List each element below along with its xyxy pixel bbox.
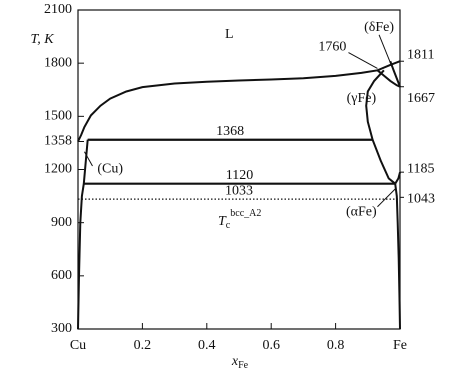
y-axis-label: T, K — [30, 32, 54, 47]
annotation: 1760 — [318, 39, 346, 54]
tc-label: Tcbcc_A2 — [218, 208, 261, 231]
phase-boundary — [394, 183, 401, 330]
x-tick-label: 0.6 — [262, 338, 280, 353]
annotation: (γFe) — [347, 91, 377, 106]
y-tick-label: 1500 — [44, 109, 72, 124]
tc-main: T — [218, 214, 227, 229]
pointer — [377, 188, 396, 208]
y-tick-label: 600 — [51, 268, 72, 283]
phase-boundary — [77, 60, 401, 142]
x-tick-label: Fe — [393, 338, 407, 353]
annotation: (Cu) — [97, 162, 123, 177]
tc-sup: bcc_A2 — [230, 208, 261, 219]
isotherm-label: 1120 — [226, 168, 253, 183]
phase-boundary — [394, 171, 401, 185]
x-tick-label: 0.2 — [134, 338, 152, 353]
y-tick-label: 2100 — [44, 2, 72, 17]
right-label: 1043 — [407, 192, 435, 207]
tc-sub: c — [226, 220, 231, 231]
pointer — [348, 52, 378, 69]
phase-boundary — [365, 69, 396, 185]
isotherm-label: 1368 — [216, 124, 244, 139]
right-label: 1185 — [407, 161, 434, 176]
x-axis-label: xFe — [231, 354, 249, 371]
annotation: (δFe) — [364, 20, 394, 35]
x-axis-label-sub: Fe — [238, 360, 249, 371]
isotherm-label: 1033 — [225, 183, 253, 198]
right-label: 1667 — [407, 91, 435, 106]
x-tick-label: 0.4 — [198, 338, 216, 353]
annotation: L — [225, 27, 234, 42]
y-tick-label: 900 — [51, 215, 72, 230]
x-tick-label: 0.8 — [327, 338, 345, 353]
y-tick-label: 300 — [51, 321, 72, 336]
pointer — [84, 151, 93, 167]
right-label: 1811 — [407, 47, 434, 62]
y-tick-label: 1358 — [44, 134, 72, 149]
y-tick-label: 1200 — [44, 162, 72, 177]
annotation: (αFe) — [346, 204, 377, 219]
x-axis-label-main: x — [231, 354, 239, 369]
phase-boundary — [77, 139, 89, 330]
y-tick-label: 1800 — [44, 55, 72, 70]
pointer — [378, 34, 393, 67]
x-tick-label: Cu — [70, 338, 86, 353]
